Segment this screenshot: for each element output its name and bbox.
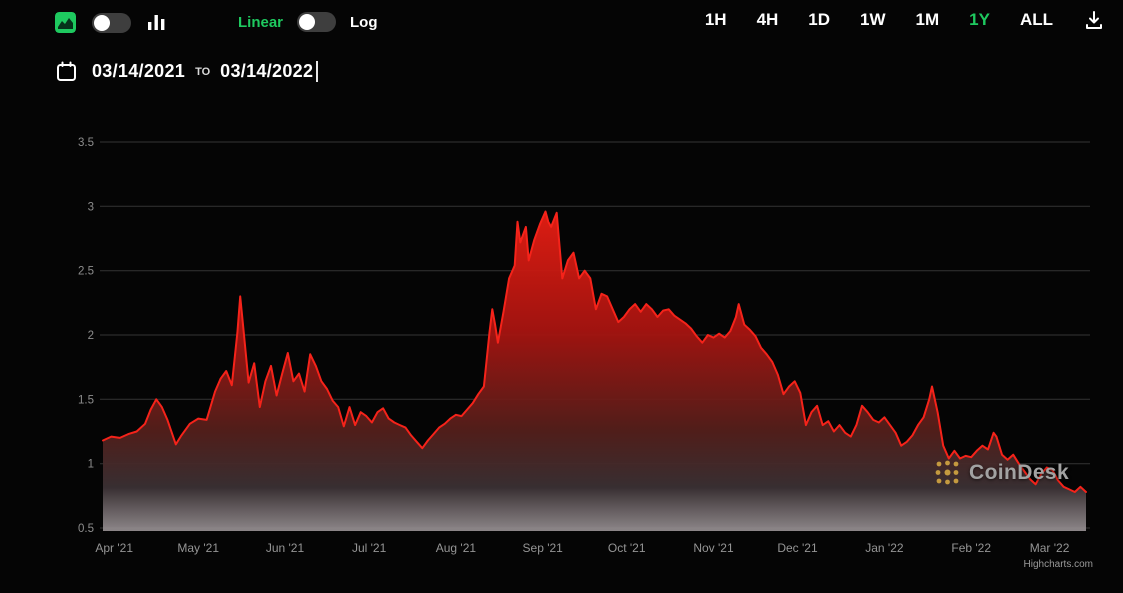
range-button-1y[interactable]: 1Y: [969, 8, 990, 32]
y-axis-label: 1.5: [78, 394, 94, 406]
download-icon[interactable]: [1083, 9, 1105, 31]
y-axis-labels: 0.5 1 1.5 2 2.5 3 3.5: [78, 137, 94, 535]
y-axis-label: 3: [88, 201, 94, 213]
x-axis-label: Apr '21: [95, 541, 133, 555]
watermark-dot: [945, 460, 950, 466]
area-chart-glyph: [55, 12, 76, 33]
log-label[interactable]: Log: [350, 13, 378, 31]
x-axis-label: Dec '21: [777, 541, 818, 555]
watermark-dot: [953, 461, 959, 467]
watermark-dot: [944, 469, 951, 476]
scale-controls: Linear Log: [238, 12, 378, 32]
calendar-glyph: [57, 61, 76, 81]
range-button-1h[interactable]: 1H: [705, 8, 727, 32]
watermark-dot: [935, 470, 941, 475]
highcharts-credit-link[interactable]: Highcharts.com: [1023, 559, 1093, 570]
y-axis-label: 3.5: [78, 137, 94, 149]
y-axis-label: 1: [88, 459, 94, 471]
bar-chart-icon[interactable]: [147, 13, 166, 32]
toggle-knob: [94, 14, 110, 31]
coindesk-logo-icon: [935, 460, 959, 485]
x-axis-label: Sep '21: [523, 541, 564, 555]
bar-chart-glyph: [148, 15, 165, 30]
range-button-1m[interactable]: 1M: [916, 8, 940, 32]
range-button-4h[interactable]: 4H: [757, 8, 779, 32]
watermark-dot: [953, 470, 959, 475]
x-axis-label: Nov '21: [693, 541, 734, 555]
range-selector: 1H 4H 1D 1W 1M 1Y ALL: [705, 8, 1105, 32]
date-range-field[interactable]: 03/14/2021 TO 03/14/2022: [55, 60, 319, 83]
chart-type-toggle[interactable]: [92, 12, 131, 33]
chart-type-controls: [55, 12, 166, 33]
range-button-1w[interactable]: 1W: [860, 8, 886, 32]
range-button-all[interactable]: ALL: [1020, 8, 1053, 32]
x-axis-label: Jul '21: [352, 541, 387, 555]
price-line: [102, 210, 1087, 493]
toggle-knob: [299, 14, 316, 30]
x-axis-label: Mar '22: [1030, 541, 1070, 555]
price-area: [103, 211, 1086, 531]
y-axis-label: 0.5: [78, 523, 94, 535]
watermark-dot: [936, 461, 942, 467]
range-button-1d[interactable]: 1D: [808, 8, 830, 32]
x-axis-label: Jan '22: [865, 541, 904, 555]
linear-label[interactable]: Linear: [238, 13, 284, 31]
x-axis-labels: Apr '21 May '21 Jun '21 Jul '21 Aug '21 Sep '…: [95, 541, 1069, 555]
watermark-text: CoinDesk: [969, 460, 1070, 484]
calendar-icon[interactable]: [55, 60, 78, 83]
x-axis-label: Oct '21: [608, 541, 646, 555]
x-axis-label: Feb '22: [951, 541, 991, 555]
coindesk-watermark: CoinDesk: [934, 459, 1069, 486]
watermark-dot: [936, 478, 942, 484]
start-date[interactable]: 03/14/2021: [92, 61, 186, 81]
watermark-dot: [953, 478, 959, 484]
x-axis-label: Jun '21: [266, 541, 305, 555]
x-axis-label: May '21: [177, 541, 219, 555]
y-axis-label: 2.5: [78, 266, 94, 278]
area-chart-icon[interactable]: [55, 12, 76, 33]
text-cursor: [316, 61, 319, 82]
download-glyph: [1086, 11, 1102, 29]
end-date[interactable]: 03/14/2022: [220, 61, 314, 81]
watermark-dot: [945, 479, 950, 485]
date-range-separator: TO: [195, 65, 211, 78]
y-axis-label: 2: [88, 330, 94, 342]
scale-toggle[interactable]: [297, 12, 337, 32]
x-axis-label: Aug '21: [436, 541, 477, 555]
